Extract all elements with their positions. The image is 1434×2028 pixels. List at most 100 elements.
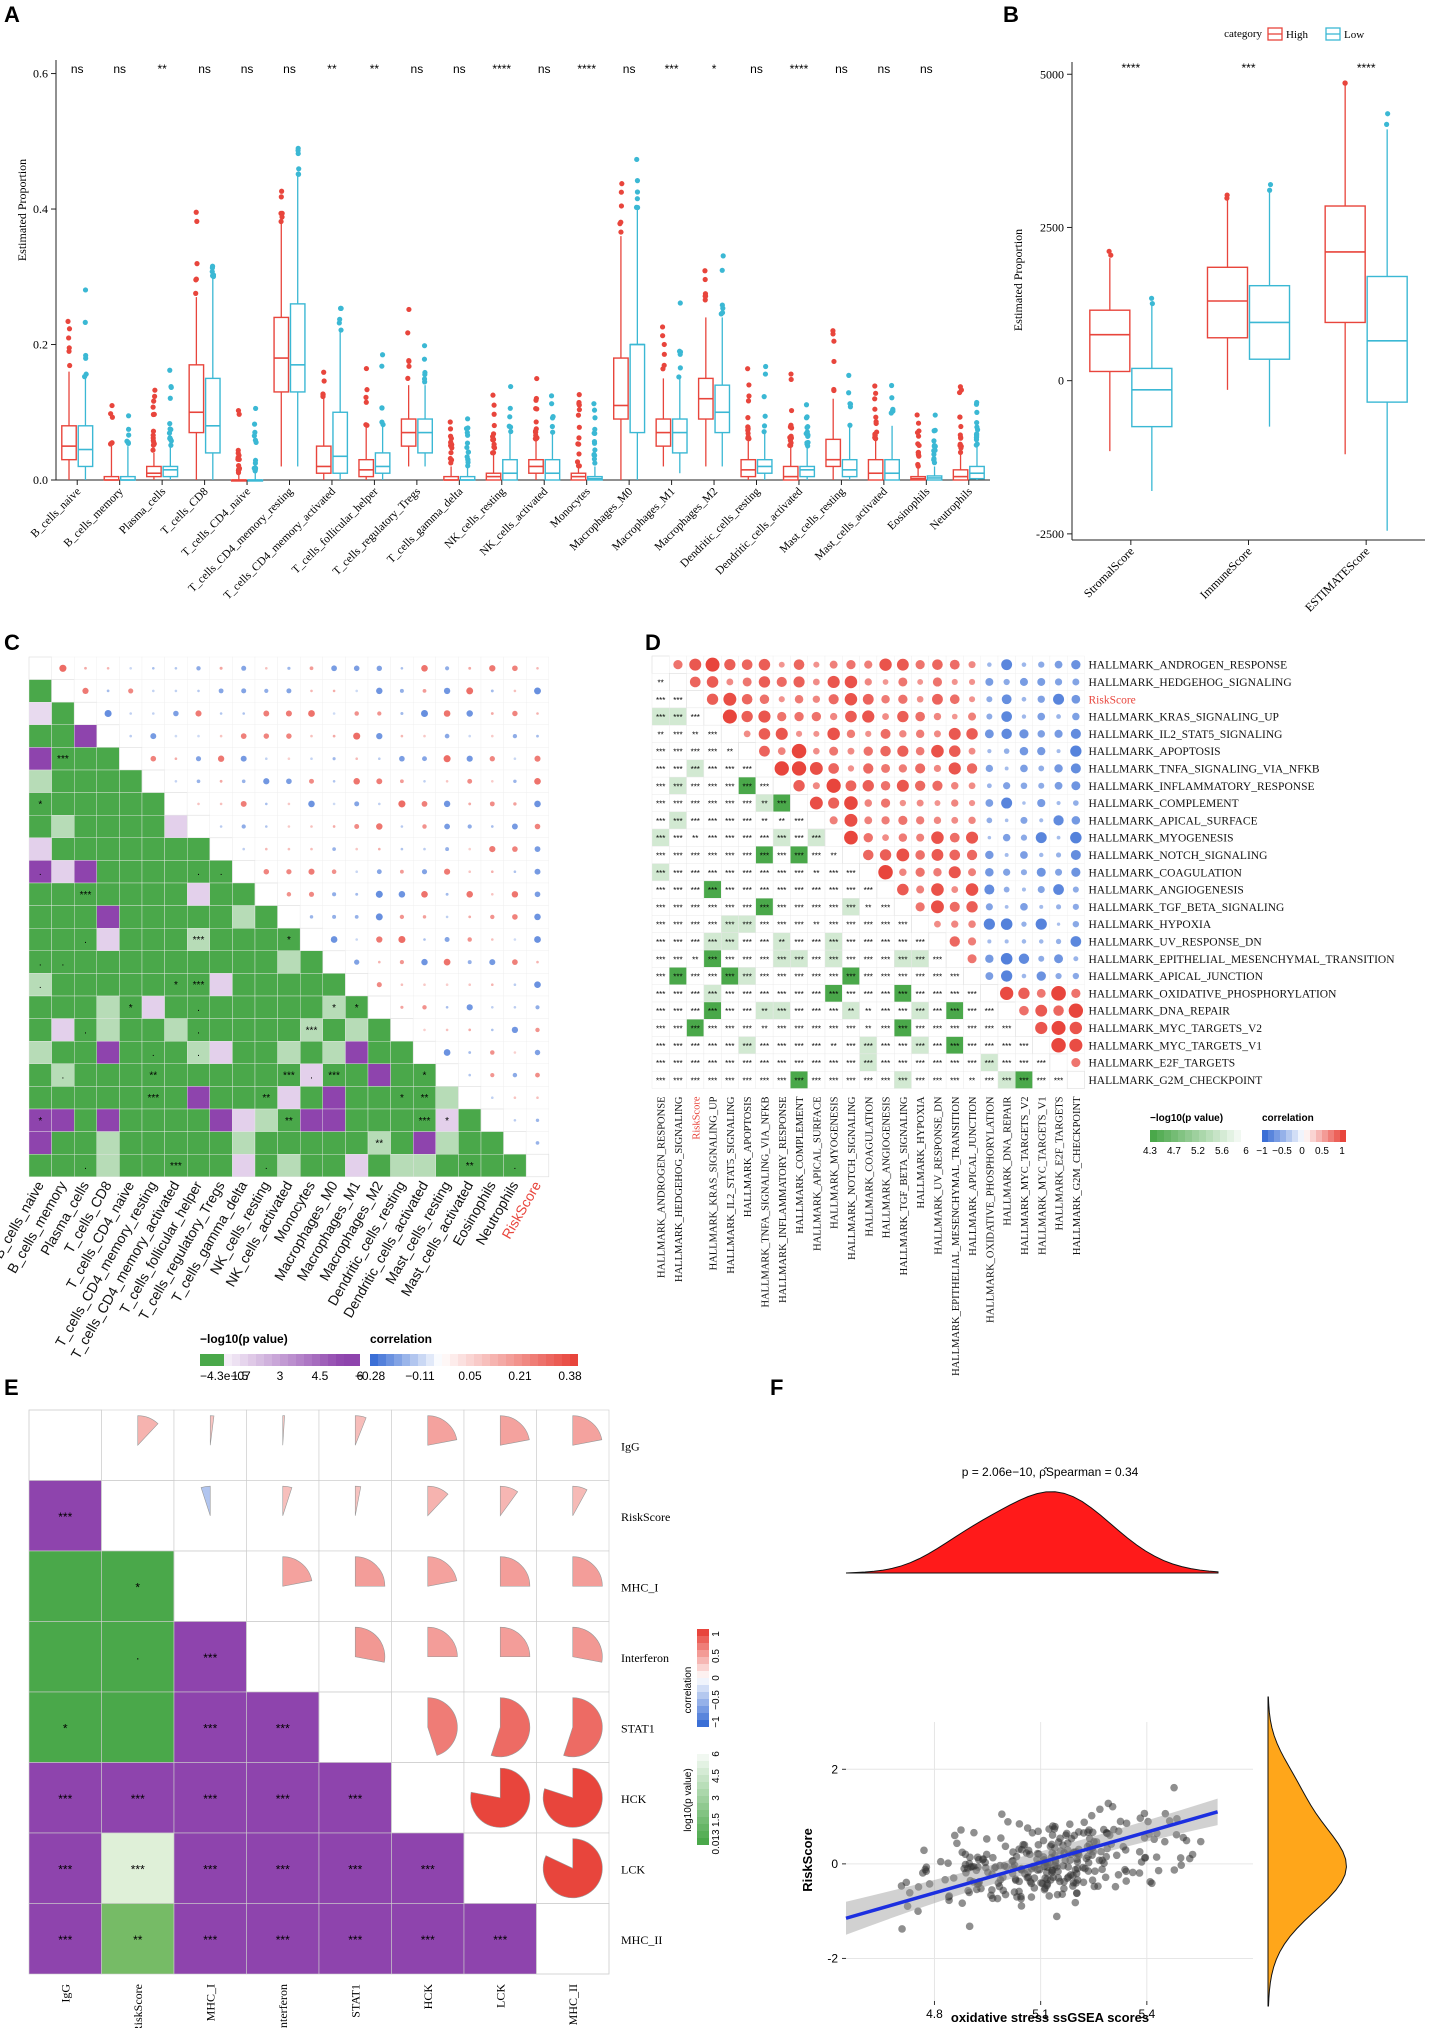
- corr-circle: [795, 730, 803, 737]
- x-tick-label: T_cells_follicular_helper: [290, 486, 381, 577]
- p-star: **: [848, 1007, 854, 1016]
- p-star: ***: [742, 1059, 751, 1068]
- corr-circle: [948, 727, 961, 740]
- diag-cell: [463, 1832, 537, 1904]
- p-cell: [232, 905, 256, 929]
- corr-circle: [534, 823, 541, 830]
- scatter-point: [922, 1867, 931, 1875]
- x-tick-label: StromalScore: [1081, 544, 1137, 600]
- box-outlier: [81, 374, 88, 380]
- y-tick-label: 2: [831, 1762, 838, 1776]
- box-outlier: [109, 402, 115, 409]
- p-star: ***: [985, 1007, 994, 1016]
- box-high: [103, 402, 120, 481]
- diag-cell: [458, 1086, 482, 1110]
- box-high: [570, 392, 587, 481]
- diag-cell: [173, 1550, 247, 1622]
- p-star: ***: [881, 1024, 890, 1033]
- box-iqr: [417, 418, 433, 454]
- corr-circle: [513, 1006, 517, 1009]
- scatter-point: [1034, 1850, 1043, 1858]
- p-star: ***: [760, 973, 769, 982]
- legend-p-tick: 1.5: [711, 1813, 722, 1827]
- p-cell: [96, 792, 120, 816]
- corr-circle: [534, 777, 541, 785]
- corr-circle: [400, 779, 404, 784]
- box-iqr: [1324, 205, 1366, 324]
- corr-circle: [844, 830, 858, 845]
- p-star: ***: [777, 921, 786, 930]
- p-star: ***: [742, 990, 751, 999]
- p-star: ***: [691, 1042, 700, 1051]
- corr-circle: [1072, 972, 1080, 980]
- row-label: MHC_I: [621, 1580, 658, 1594]
- legend-p-title: −log10(p value): [200, 1332, 288, 1346]
- corr-circle: [286, 733, 292, 739]
- box-outlier: [549, 415, 556, 421]
- corr-circle: [468, 983, 472, 986]
- box-outlier: [251, 421, 258, 427]
- box-outlier: [66, 348, 72, 354]
- corr-circle: [968, 678, 976, 686]
- box-outlier: [193, 209, 199, 215]
- box-outlier: [533, 405, 539, 412]
- p-cell: [119, 1063, 143, 1087]
- p-cell: [322, 973, 346, 997]
- corr-circle: [915, 850, 925, 860]
- p-cell: [119, 837, 143, 861]
- box-outlier: [507, 414, 513, 420]
- p-star: ***: [725, 869, 734, 878]
- box-outlier: [872, 406, 878, 412]
- box-outlier: [447, 455, 453, 462]
- box-outlier: [1385, 111, 1391, 117]
- scatter-point: [1140, 1833, 1149, 1842]
- p-cell: [51, 928, 75, 952]
- p-star: ***: [725, 921, 734, 930]
- box-iqr: [332, 411, 349, 474]
- y-tick-label: 0.0: [33, 473, 48, 487]
- corr-circle: [332, 757, 336, 761]
- p-star: ***: [708, 748, 717, 757]
- box-outlier: [421, 356, 428, 362]
- p-star: ***: [881, 1007, 890, 1016]
- legend-r-gradient: [450, 1354, 458, 1366]
- legend-p-gradient: [216, 1354, 224, 1366]
- box-low: [1366, 111, 1408, 531]
- column-label: RiskScore: [131, 1984, 145, 2028]
- p-star: ***: [276, 1933, 290, 1947]
- legend-r-tick: −0.5: [1272, 1146, 1292, 1157]
- corr-circle: [375, 890, 383, 898]
- corr-circle: [152, 712, 155, 715]
- corr-circle: [489, 959, 496, 966]
- scatter-point: [1116, 1817, 1125, 1826]
- p-star: ***: [812, 973, 821, 982]
- p-cell: [96, 1040, 120, 1064]
- p-star: ***: [864, 921, 873, 930]
- scatter-point: [1045, 1892, 1054, 1900]
- box-outlier: [846, 372, 852, 378]
- corr-circle: [968, 868, 977, 877]
- p-cell: [51, 815, 75, 839]
- p-star: ***: [950, 1007, 959, 1016]
- p-cell: [322, 1086, 346, 1110]
- diag-cell: [928, 932, 947, 951]
- legend-p-gradient: [697, 1768, 709, 1775]
- corr-circle: [1021, 662, 1027, 667]
- column-label: HALLMARK_G2M_CHECKPOINT: [1072, 1096, 1083, 1255]
- column-label: STAT1: [348, 1984, 362, 2018]
- p-star: ***: [760, 782, 769, 791]
- p-star: ***: [742, 1024, 751, 1033]
- row-label: HALLMARK_MYC_TARGETS_V1: [1089, 1040, 1263, 1052]
- corr-circle: [535, 1118, 540, 1123]
- corr-circle: [986, 713, 993, 720]
- box-outlier: [958, 434, 964, 440]
- box-outlier: [677, 365, 683, 371]
- row-label: HALLMARK_KRAS_SIGNALING_UP: [1089, 712, 1279, 724]
- legend-p-gradient: [256, 1354, 264, 1366]
- p-cell: [345, 1040, 369, 1064]
- box-outlier: [379, 405, 385, 411]
- corr-circle: [423, 938, 426, 941]
- p-star: .: [197, 867, 200, 878]
- legend-label: High: [1286, 29, 1309, 41]
- corr-circle: [1001, 970, 1013, 982]
